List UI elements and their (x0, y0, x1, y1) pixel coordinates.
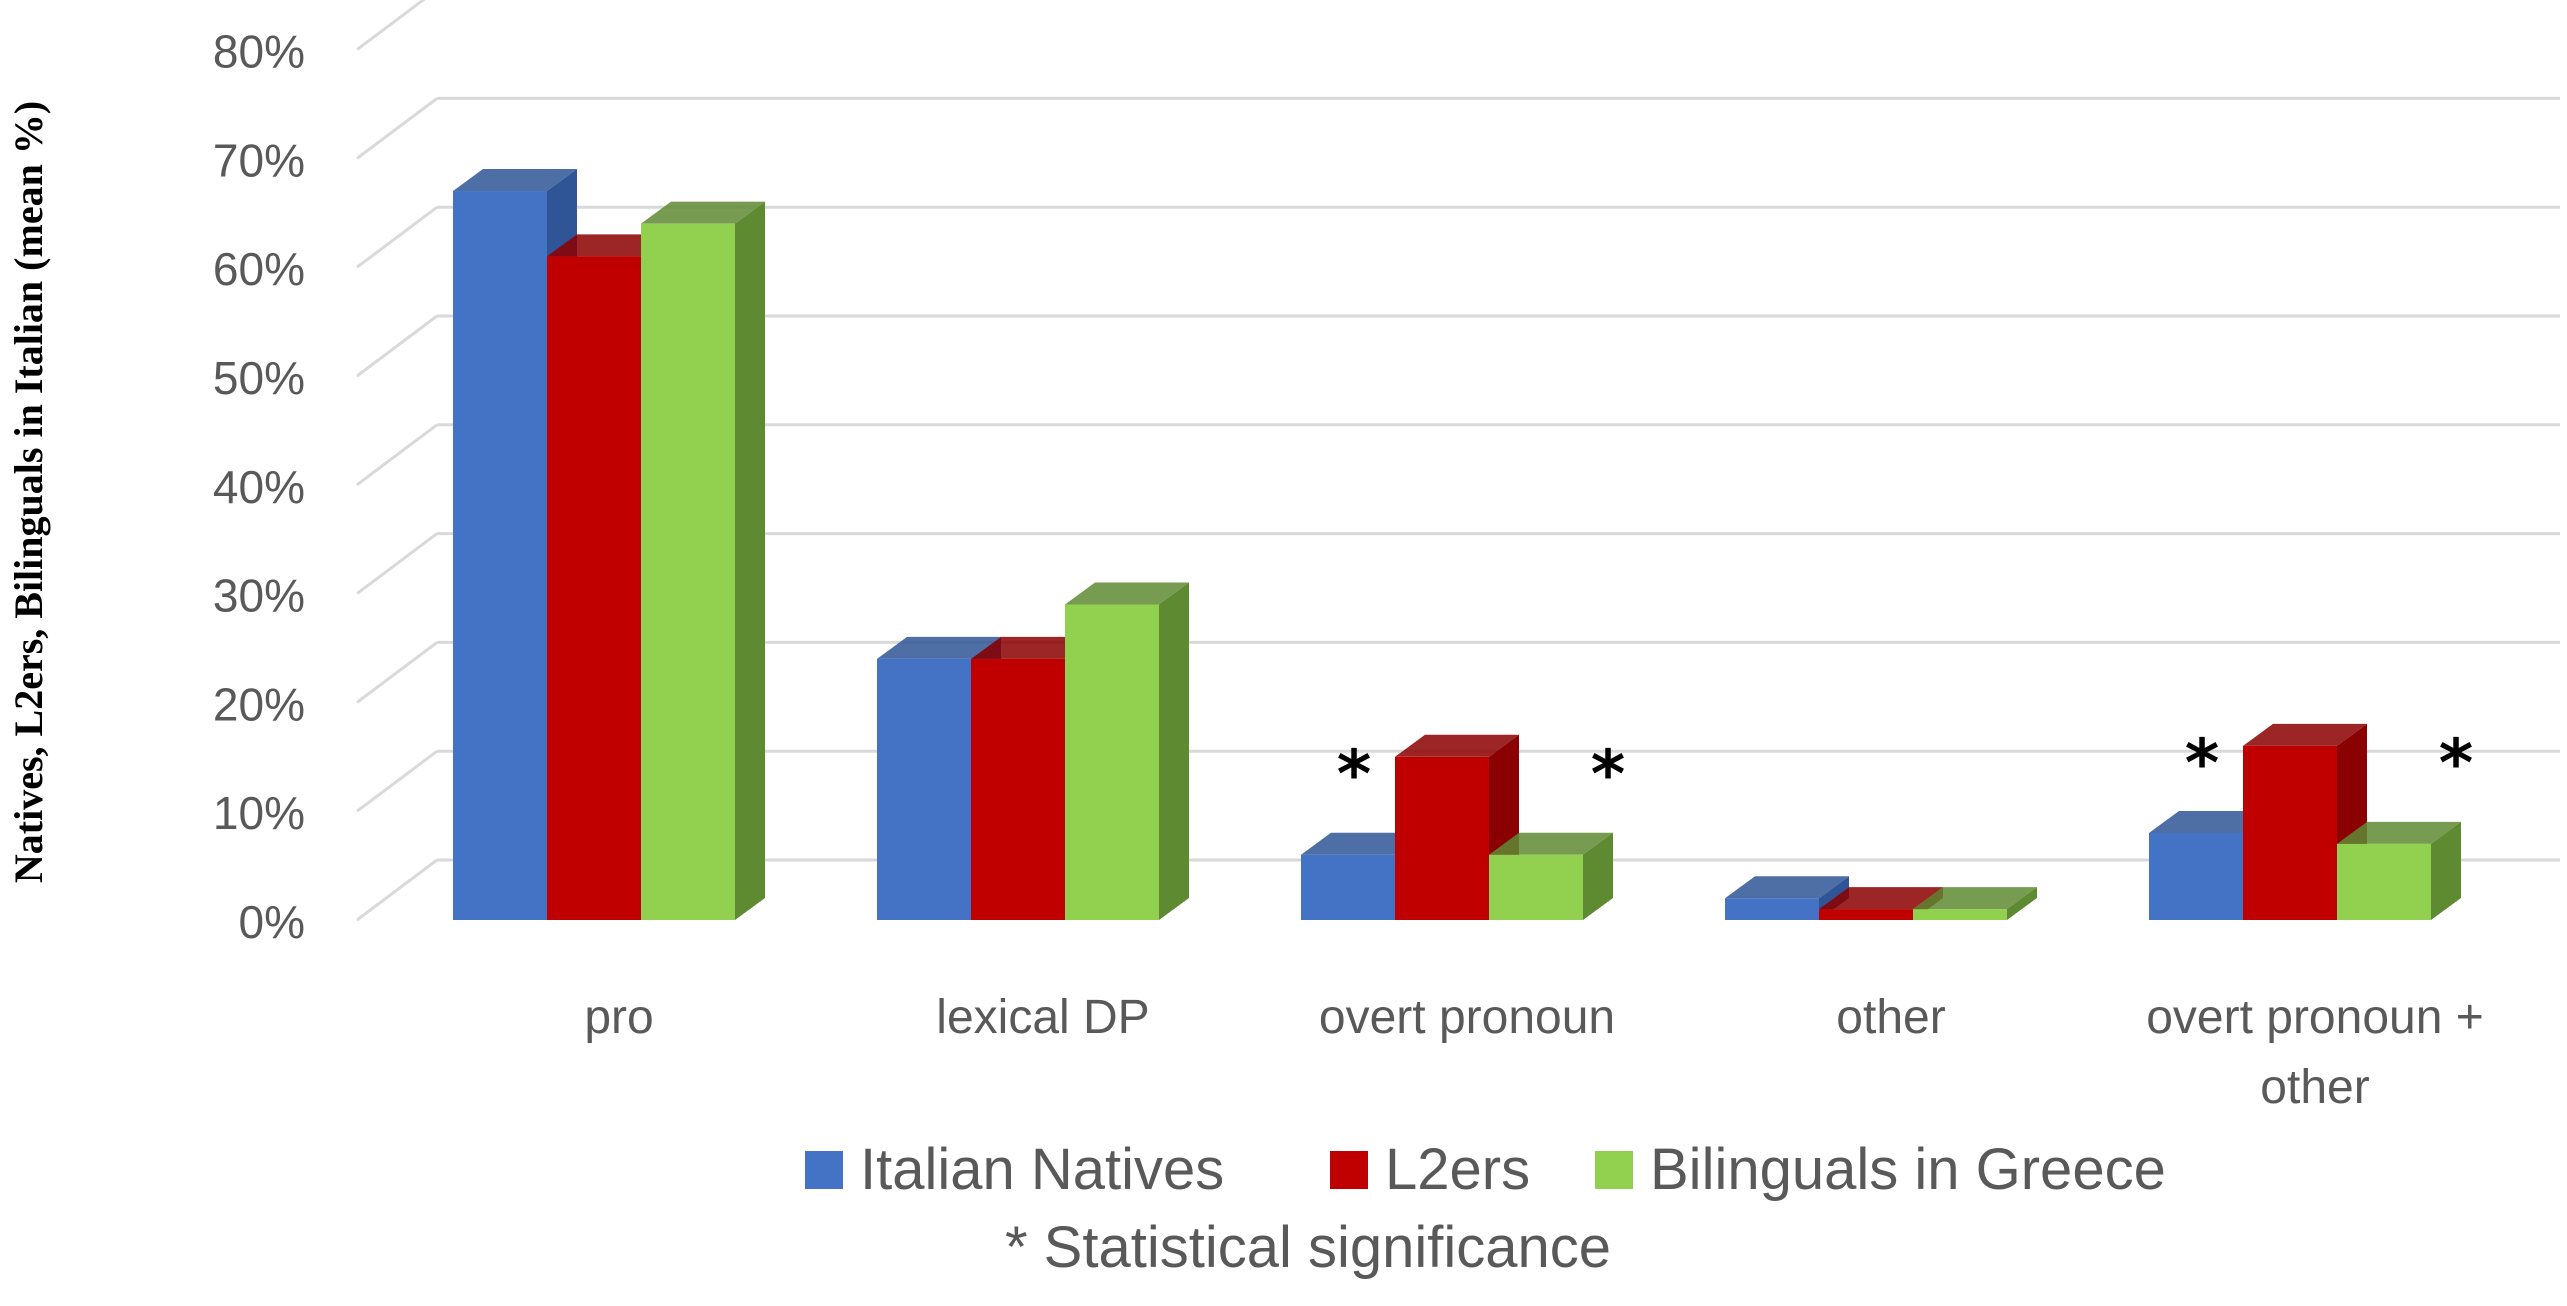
gridline-diagonal (356, 314, 438, 378)
x-tick-label: overt pronoun + (2146, 991, 2484, 1044)
bar-top (453, 169, 577, 192)
y-tick-label: 30% (213, 570, 305, 622)
bar-side (1583, 832, 1613, 920)
bar-front (1725, 898, 1819, 920)
legend-label: Bilinguals in Greece (1650, 1137, 2166, 1202)
x-tick-label: other (2260, 1061, 2369, 1114)
y-tick-label: 10% (213, 787, 305, 839)
bar-top (547, 234, 671, 257)
y-tick-label: 80% (213, 26, 305, 78)
bar-front (2243, 745, 2337, 920)
bar-side (2007, 887, 2037, 920)
gridline-diagonal (356, 532, 438, 595)
y-tick-label: 60% (213, 243, 305, 295)
bar-front (877, 658, 971, 920)
gridline-diagonal (356, 641, 438, 704)
y-tick-label: 70% (213, 134, 305, 186)
x-tick-label: other (1836, 991, 1945, 1044)
x-tick-label: lexical DP (936, 991, 1149, 1044)
y-axis-title: Natives, L2ers, Bilinguals in Italian (m… (6, 101, 51, 883)
gridlines (356, 0, 2560, 922)
bar-front (2337, 843, 2431, 920)
bar-side (1159, 582, 1189, 920)
x-tick-label: overt pronoun (1319, 991, 1615, 1044)
bar-front (1913, 909, 2007, 920)
bar-top (641, 201, 765, 224)
significance-asterisk: * (2185, 725, 2220, 802)
bar-front (453, 191, 547, 921)
gridline-diagonal (356, 0, 426, 51)
gridline-diagonal (356, 97, 438, 160)
significance-marks: * * * * (1337, 725, 2474, 813)
bar-top (971, 636, 1095, 659)
bar-top (877, 636, 1001, 659)
legend-swatch (1595, 1151, 1633, 1189)
bar-top (1395, 734, 1519, 757)
bar-front (1395, 756, 1489, 920)
y-tick-label: 50% (213, 352, 305, 404)
bar-top (1819, 887, 1943, 910)
legend-item: Italian Natives (805, 1137, 1224, 1202)
y-tick-label: 0% (239, 896, 305, 948)
bar-top (1725, 876, 1849, 899)
bar-front (1065, 604, 1159, 920)
x-tick-label: pro (584, 991, 653, 1044)
significance-asterisk: * (1591, 736, 1626, 813)
x-axis-labels: pro lexical DP overt pronoun other overt pro… (584, 991, 2483, 1114)
bar-side (735, 201, 765, 920)
bar (1725, 876, 1849, 920)
y-tick-label: 20% (213, 678, 305, 730)
bar-front (547, 256, 641, 920)
bar (1489, 832, 1613, 920)
legend: Italian Natives L2ers Bilinguals in Greece (805, 1137, 2166, 1202)
legend-label: L2ers (1385, 1137, 1530, 1202)
gridline-diagonal (356, 205, 438, 269)
bar-top (1065, 582, 1189, 605)
significance-note: * Statistical significance (1005, 1215, 1611, 1280)
bar-top (1301, 832, 1425, 855)
legend-item: Bilinguals in Greece (1595, 1137, 2166, 1202)
gridline-diagonal (356, 858, 438, 922)
significance-asterisk: * (1337, 736, 1372, 813)
bar (2337, 821, 2461, 920)
bar-top (1913, 887, 2037, 910)
bar (1913, 887, 2037, 920)
legend-swatch (805, 1151, 843, 1189)
bars (453, 169, 2461, 921)
bar-front (2149, 832, 2243, 920)
bar-front (1489, 854, 1583, 920)
y-tick-label: 40% (213, 461, 305, 513)
significance-asterisk: * (2439, 725, 2474, 802)
bar (1065, 582, 1189, 920)
bar-front (1301, 854, 1395, 920)
gridline-diagonal (356, 423, 438, 486)
legend-item: L2ers (1330, 1137, 1530, 1202)
bar-top (2243, 723, 2367, 746)
bar (641, 201, 765, 920)
bar (1395, 734, 1519, 920)
bar-top (1489, 832, 1613, 855)
bar-front (971, 658, 1065, 920)
bar-side (2431, 821, 2461, 920)
gridline-diagonal (356, 750, 438, 813)
legend-label: Italian Natives (860, 1137, 1224, 1202)
bar-top (2149, 810, 2273, 833)
bar-top (2337, 821, 2461, 844)
y-axis-ticks: 0% 10% 20% 30% 40% 50% 60% 70% 80% (213, 26, 305, 948)
bar-front (641, 223, 735, 920)
legend-swatch (1330, 1151, 1368, 1189)
bar-front (1819, 909, 1913, 920)
